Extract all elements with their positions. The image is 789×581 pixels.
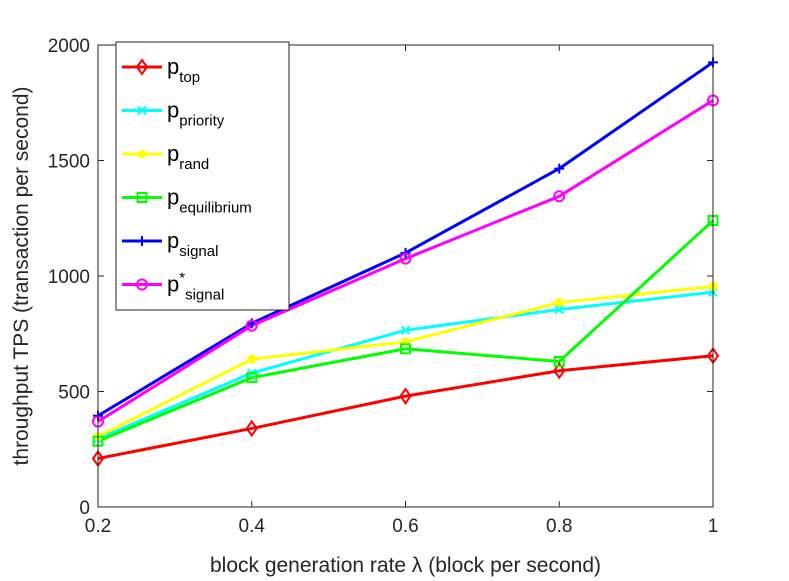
legend-swatch-marker bbox=[136, 278, 148, 291]
data-point-p-priority-3 bbox=[554, 304, 564, 315]
legend-swatch-marker bbox=[137, 149, 147, 159]
legend-entry-p-rand: prand bbox=[122, 141, 209, 173]
legend-entry-p-priority: ppriority bbox=[122, 98, 225, 130]
x-axis-label: block generation rate λ (block per secon… bbox=[210, 554, 601, 577]
data-point-p-equilibrium-2 bbox=[400, 343, 411, 355]
legend-swatch-marker bbox=[137, 105, 147, 116]
legend-box bbox=[115, 41, 290, 311]
legend-entry-p-top: ptop bbox=[122, 54, 200, 86]
legend-label: ptop bbox=[167, 54, 200, 86]
data-point-p-rand-1 bbox=[247, 354, 257, 364]
legend-label: ppriority bbox=[167, 98, 225, 130]
data-point-p-priority-2 bbox=[400, 325, 411, 335]
data-point-p-equilibrium-3 bbox=[553, 355, 565, 367]
x-tick-label: 0.8 bbox=[546, 516, 572, 537]
data-point-p-rand-3 bbox=[554, 298, 564, 308]
x-tick-label: 0.4 bbox=[239, 516, 266, 537]
legend-label: psignal bbox=[167, 228, 218, 260]
legend-entry-p-equilibrium: pequilibrium bbox=[122, 185, 252, 217]
data-point-p-signal-3 bbox=[554, 163, 565, 174]
data-point-p-signal-2 bbox=[399, 252, 412, 265]
series-line-p-equilibrium bbox=[97, 219, 715, 443]
data-point-p-top-2 bbox=[399, 387, 412, 405]
y-tick-label: 1000 bbox=[48, 267, 90, 288]
data-point-p-top-1 bbox=[245, 419, 258, 438]
series-line-p-signal bbox=[97, 99, 714, 423]
legend-swatch-marker bbox=[135, 58, 149, 76]
legend-entry-p-signal: p*signal bbox=[122, 270, 224, 304]
data-point-p-signal-3 bbox=[553, 190, 566, 203]
legend-label: p*signal bbox=[167, 270, 224, 304]
legend-label: prand bbox=[167, 141, 209, 173]
x-tick-label: 1 bbox=[708, 516, 719, 537]
legend-label: pequilibrium bbox=[167, 185, 252, 217]
x-tick-label: 0.6 bbox=[392, 516, 418, 537]
legend: ptop ppriority prand pequilibrium psignal p*s… bbox=[115, 41, 290, 311]
x-tick-label: 0.2 bbox=[85, 516, 111, 537]
legend-swatch-marker bbox=[137, 236, 147, 246]
series-line-p-top bbox=[97, 354, 714, 460]
y-tick-label: 0 bbox=[79, 498, 90, 519]
y-tick-label: 1500 bbox=[48, 152, 90, 173]
legend-entry-p-signal: psignal bbox=[122, 228, 218, 260]
data-point-p-signal-1 bbox=[245, 319, 258, 332]
axis-ticks: 0.2 0.4 0.6 0.8 1 0 500 1000 1500 2000 bbox=[48, 36, 719, 537]
y-axis-label: throughput TPS (transaction per second) bbox=[10, 87, 33, 466]
y-tick-label: 2000 bbox=[48, 36, 90, 57]
data-point-p-equilibrium-1 bbox=[246, 372, 258, 384]
data-point-p-top-3 bbox=[553, 361, 566, 380]
y-tick-label: 500 bbox=[58, 383, 90, 404]
legend-swatch-marker bbox=[136, 192, 148, 203]
